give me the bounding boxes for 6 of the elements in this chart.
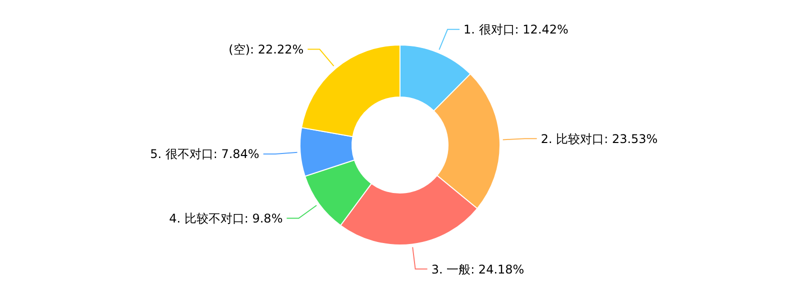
slice-label: 2. 比较对口: 23.53% bbox=[540, 132, 658, 146]
slice-label: (空): 22.22% bbox=[228, 42, 304, 56]
slice-label: 4. 比较不对口: 9.8% bbox=[169, 211, 283, 226]
slice-label: 3. 一般: 24.18% bbox=[431, 262, 524, 276]
slice-label: 5. 很不对口: 7.84% bbox=[150, 147, 260, 162]
slice-label: 1. 很对口: 12.42% bbox=[464, 22, 568, 37]
